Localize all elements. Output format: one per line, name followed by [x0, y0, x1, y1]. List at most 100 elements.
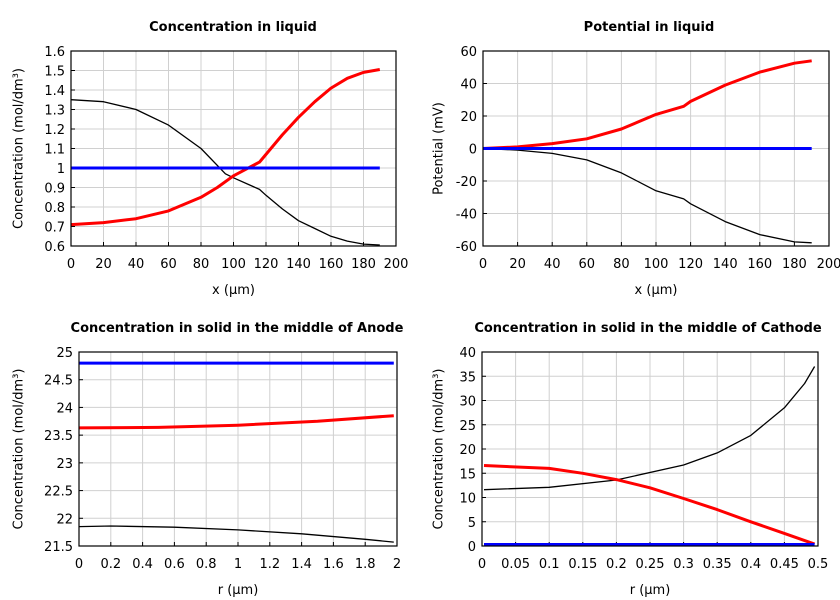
- plot-frame: [481, 351, 819, 547]
- y-tick-label: 20: [459, 443, 476, 458]
- x-tick-label: 0.35: [703, 557, 732, 572]
- y-tick-label: 25: [459, 419, 476, 434]
- x-tick-label: 0.45: [770, 557, 799, 572]
- series-line-1: [70, 99, 380, 246]
- y-tick-label: 1.4: [44, 84, 65, 99]
- y-tick-label: 1.1: [44, 143, 65, 158]
- y-tick-label: 35: [459, 370, 476, 385]
- x-tick-label: 140: [286, 257, 311, 272]
- x-tick-label: 120: [678, 257, 703, 272]
- x-tick-label: 60: [160, 257, 177, 272]
- x-tick-label: 0.5: [808, 557, 829, 572]
- y-tick-label: 1.6: [44, 45, 65, 60]
- x-tick-label: 20: [509, 257, 526, 272]
- x-tick-label: 140: [713, 257, 738, 272]
- y-tick-label: 0: [468, 540, 476, 555]
- x-axis-label: x (µm): [635, 283, 678, 298]
- y-tick-label: 1: [57, 162, 65, 177]
- x-tick-label: 200: [384, 257, 409, 272]
- x-tick-label: 100: [644, 257, 669, 272]
- y-tick-label: 0.6: [44, 240, 65, 255]
- y-tick-label: 1.5: [44, 65, 65, 80]
- y-tick-label: 22: [56, 512, 73, 527]
- x-tick-label: 0: [75, 557, 83, 572]
- x-tick-label: 120: [254, 257, 279, 272]
- y-tick-label: 0.8: [44, 201, 65, 216]
- y-tick-label: 30: [459, 395, 476, 410]
- y-tick-label: 24.5: [44, 374, 73, 389]
- x-tick-label: 1.6: [323, 557, 344, 572]
- x-tick-label: 180: [351, 257, 376, 272]
- x-tick-label: 0.4: [132, 557, 153, 572]
- x-tick-label: 0.2: [606, 557, 627, 572]
- plot-frame: [78, 351, 398, 547]
- plot-frame: [482, 50, 830, 247]
- subplot-4: Concentration in solid in the middle of …: [432, 321, 829, 598]
- x-tick-label: 0.8: [196, 557, 217, 572]
- x-tick-label: 1: [234, 557, 242, 572]
- y-tick-label: 1.3: [44, 104, 65, 119]
- y-tick-label: 24: [56, 401, 73, 416]
- series-line-1: [78, 525, 394, 543]
- y-tick-label: 10: [459, 492, 476, 507]
- x-axis-label: x (µm): [212, 283, 255, 298]
- series-line-1: [482, 147, 812, 244]
- chart-title: Concentration in solid in the middle of …: [71, 321, 404, 336]
- x-tick-label: 0: [479, 257, 487, 272]
- x-tick-label: 160: [319, 257, 344, 272]
- x-tick-label: 200: [817, 257, 840, 272]
- y-tick-label: 23: [56, 457, 73, 472]
- y-tick-label: 5: [468, 516, 476, 531]
- y-tick-label: 21.5: [44, 540, 73, 555]
- x-tick-label: 80: [613, 257, 630, 272]
- series-line-2: [78, 414, 394, 430]
- x-tick-label: 20: [95, 257, 112, 272]
- x-tick-label: 0: [67, 257, 75, 272]
- subplot-3: Concentration in solid in the middle of …: [12, 321, 404, 598]
- x-tick-label: 0.1: [539, 557, 560, 572]
- x-tick-label: 2: [393, 557, 401, 572]
- y-tick-label: 20: [460, 110, 477, 125]
- x-tick-label: 0.4: [740, 557, 761, 572]
- y-axis-label: Concentration (mol/dm³): [12, 68, 27, 229]
- y-tick-label: -20: [456, 175, 477, 190]
- x-tick-label: 180: [782, 257, 807, 272]
- y-tick-label: 23.5: [44, 429, 73, 444]
- y-axis-label: Potential (mV): [432, 102, 447, 195]
- chart-title: Concentration in solid in the middle of …: [474, 321, 822, 336]
- y-tick-label: 1.2: [44, 123, 65, 138]
- x-tick-label: 1.2: [259, 557, 280, 572]
- y-tick-label: -60: [456, 240, 477, 255]
- y-tick-label: 0: [469, 143, 477, 158]
- x-tick-label: 100: [221, 257, 246, 272]
- y-tick-label: 22.5: [44, 485, 73, 500]
- x-tick-label: 1.8: [355, 557, 376, 572]
- y-tick-label: 0.9: [44, 182, 65, 197]
- x-tick-label: 1.4: [291, 557, 312, 572]
- y-axis-label: Concentration (mol/dm³): [432, 369, 447, 530]
- y-tick-label: 40: [459, 346, 476, 361]
- x-tick-label: 160: [747, 257, 772, 272]
- series-line-2: [482, 59, 812, 150]
- subplot-2: Potential in liquid 0 20 40 60 80 100 120 140 160…: [432, 20, 840, 298]
- chart-title: Potential in liquid: [584, 20, 715, 35]
- chart-title: Concentration in liquid: [149, 20, 317, 35]
- y-tick-label: 0.7: [44, 221, 65, 236]
- x-tick-label: 0: [478, 557, 486, 572]
- y-tick-label: 15: [459, 467, 476, 482]
- series-line-2: [483, 464, 816, 546]
- y-tick-label: -40: [456, 208, 477, 223]
- y-tick-label: 60: [460, 45, 477, 60]
- x-axis-label: r (µm): [630, 583, 671, 598]
- subplot-1: Concentration in liquid 0 20 40 60 80 100 120 14…: [12, 20, 409, 298]
- x-tick-label: 0.2: [100, 557, 121, 572]
- plot-frame: [70, 50, 397, 247]
- x-tick-label: 80: [193, 257, 210, 272]
- x-tick-label: 60: [579, 257, 596, 272]
- x-tick-label: 0.25: [636, 557, 665, 572]
- x-tick-label: 40: [128, 257, 145, 272]
- x-tick-label: 0.05: [501, 557, 530, 572]
- y-tick-label: 40: [460, 78, 477, 93]
- x-tick-label: 0.3: [673, 557, 694, 572]
